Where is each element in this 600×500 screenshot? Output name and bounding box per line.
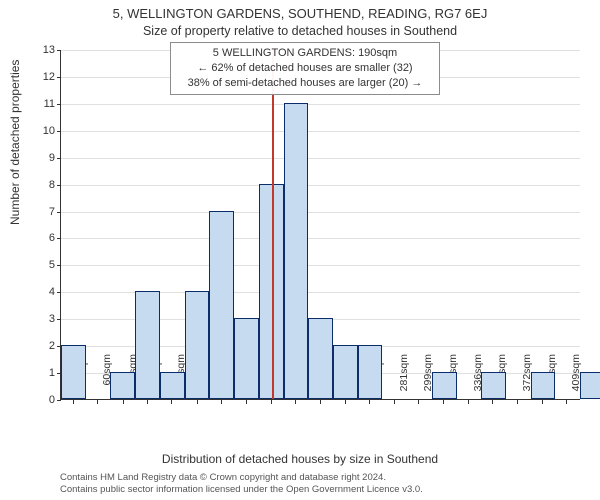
ytick-label: 1 (25, 367, 55, 379)
footnote-line-1: Contains HM Land Registry data © Crown c… (60, 472, 423, 484)
histogram-bar (481, 372, 506, 399)
ytick-label: 7 (25, 206, 55, 218)
xtick-mark (147, 400, 148, 404)
annotation-line-1: 5 WELLINGTON GARDENS: 190sqm (177, 46, 433, 61)
xtick-mark (443, 400, 444, 404)
gridline-h (61, 131, 580, 132)
ytick-label: 3 (25, 313, 55, 325)
histogram-bar (234, 318, 259, 399)
xtick-mark (492, 400, 493, 404)
chart-title: 5, WELLINGTON GARDENS, SOUTHEND, READING… (0, 6, 600, 21)
histogram-bar (432, 372, 457, 399)
histogram-bar (333, 345, 358, 399)
ytick-label: 6 (25, 232, 55, 244)
ytick-label: 10 (25, 125, 55, 137)
ytick-label: 12 (25, 71, 55, 83)
histogram-bar (185, 291, 210, 399)
ytick-label: 13 (25, 44, 55, 56)
xtick-mark (246, 400, 247, 404)
ytick-label: 11 (25, 98, 55, 110)
histogram-bar (531, 372, 556, 399)
xtick-mark (394, 400, 395, 404)
xtick-mark (171, 400, 172, 404)
gridline-h (61, 212, 580, 213)
xtick-mark (418, 400, 419, 404)
ytick-label: 2 (25, 340, 55, 352)
xtick-mark (295, 400, 296, 404)
ytick-label: 8 (25, 179, 55, 191)
xtick-mark (97, 400, 98, 404)
gridline-h (61, 185, 580, 186)
xtick-mark (271, 400, 272, 404)
histogram-bar (358, 345, 383, 399)
chart-container: 5, WELLINGTON GARDENS, SOUTHEND, READING… (0, 0, 600, 500)
xtick-mark (320, 400, 321, 404)
histogram-bar (110, 372, 135, 399)
xtick-mark (517, 400, 518, 404)
histogram-bar (135, 291, 160, 399)
histogram-bar (160, 372, 185, 399)
xtick-mark (566, 400, 567, 404)
xtick-mark (468, 400, 469, 404)
ytick-label: 4 (25, 286, 55, 298)
footnote: Contains HM Land Registry data © Crown c… (60, 472, 423, 496)
x-axis-label: Distribution of detached houses by size … (0, 452, 600, 466)
xtick-mark (197, 400, 198, 404)
xtick-mark (221, 400, 222, 404)
gridline-h (61, 265, 580, 266)
gridline-h (61, 104, 580, 105)
plot-area: 42sqm60sqm79sqm97sqm115sqm134sqm152sqm17… (60, 50, 580, 400)
xtick-mark (542, 400, 543, 404)
xtick-mark (73, 400, 74, 404)
xtick-mark (123, 400, 124, 404)
annotation-line-2: ← 62% of detached houses are smaller (32… (177, 61, 433, 76)
chart-subtitle: Size of property relative to detached ho… (0, 24, 600, 38)
annotation-line-3: 38% of semi-detached houses are larger (… (177, 76, 433, 91)
histogram-bar (308, 318, 333, 399)
annotation-box: 5 WELLINGTON GARDENS: 190sqm ← 62% of de… (170, 42, 440, 95)
ytick-label: 9 (25, 152, 55, 164)
histogram-bar (209, 211, 234, 399)
ytick-mark (57, 400, 61, 401)
ytick-label: 0 (25, 394, 55, 406)
xtick-mark (345, 400, 346, 404)
y-axis-label: Number of detached properties (8, 60, 22, 225)
ytick-label: 5 (25, 259, 55, 271)
gridline-h (61, 238, 580, 239)
histogram-bar (61, 345, 86, 399)
histogram-bar (580, 372, 600, 399)
xtick-label: 281sqm (398, 354, 410, 404)
xtick-mark (369, 400, 370, 404)
highlight-line (272, 49, 274, 399)
gridline-h (61, 158, 580, 159)
histogram-bar (284, 103, 309, 399)
footnote-line-2: Contains public sector information licen… (60, 484, 423, 496)
